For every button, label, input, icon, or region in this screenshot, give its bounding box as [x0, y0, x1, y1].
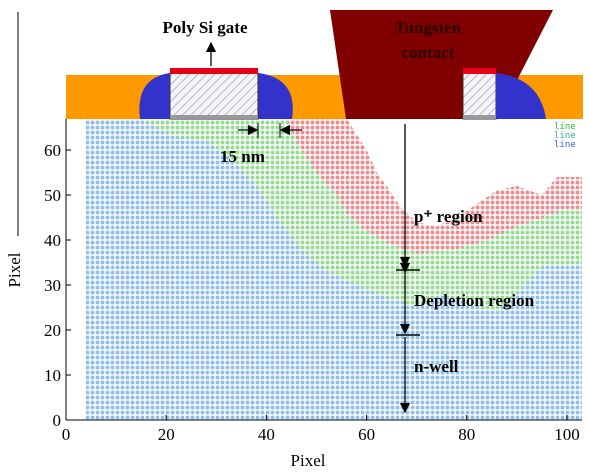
x-tick-label: 0: [62, 425, 71, 444]
contact-label: Tungsten: [395, 18, 462, 37]
x-tick-label: 40: [258, 425, 275, 444]
y-tick-label: 0: [53, 411, 62, 430]
x-tick-label: 60: [358, 425, 375, 444]
x-tick-label: 20: [158, 425, 175, 444]
silicide: [463, 68, 496, 74]
annotation: p⁺ region: [414, 207, 483, 226]
y-tick-label: 30: [44, 276, 61, 295]
gate: [463, 73, 496, 119]
y-tick-label: 60: [44, 141, 61, 160]
y-tick-label: 10: [44, 366, 61, 385]
annotation: n-well: [414, 357, 459, 376]
gate-oxide: [170, 115, 258, 119]
figure: 0204060801000102030405060linelineline Po…: [0, 0, 589, 473]
gate-oxide: [463, 115, 496, 119]
x-axis-label: Pixel: [291, 451, 326, 470]
contact-label: contact: [402, 43, 455, 62]
x-tick-label: 100: [554, 425, 580, 444]
gate-label: Poly Si gate: [163, 18, 248, 37]
y-axis-label: Pixel: [5, 252, 24, 287]
y-tick-label: 50: [44, 186, 61, 205]
silicide: [170, 68, 258, 74]
x-tick-label: 80: [458, 425, 475, 444]
y-tick-label: 20: [44, 321, 61, 340]
annotation: 15 nm: [220, 147, 265, 166]
y-tick-label: 40: [44, 231, 61, 250]
gate: [170, 73, 258, 119]
legend-entry: line: [554, 140, 576, 150]
annotation: Depletion region: [414, 291, 535, 310]
